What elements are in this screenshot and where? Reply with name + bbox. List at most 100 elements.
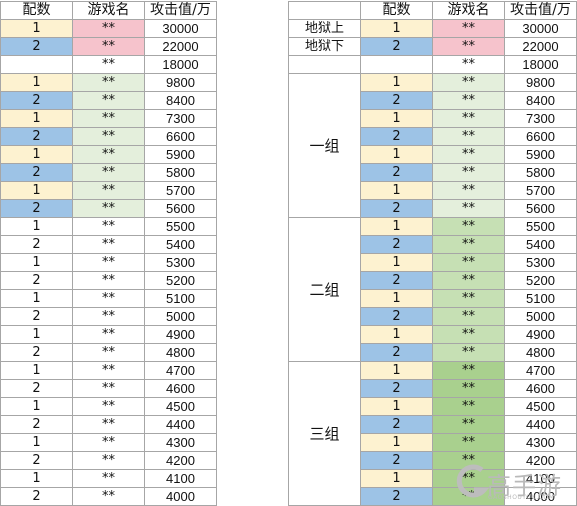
pair-cell: 1 bbox=[0, 109, 73, 128]
table-row: 2 ** 4800 bbox=[289, 343, 577, 362]
pair-cell: 1 bbox=[360, 19, 433, 38]
col-name-header: 游戏名 bbox=[432, 1, 505, 20]
pair-cell: 2 bbox=[0, 91, 73, 110]
pair-cell: 1 bbox=[360, 217, 433, 236]
name-cell: ** bbox=[72, 271, 145, 290]
table-row: 1 ** 5100 bbox=[0, 289, 217, 308]
name-cell: ** bbox=[432, 109, 505, 128]
table-row: 2 ** 4200 bbox=[0, 451, 217, 470]
table-row: 2 ** 5800 bbox=[0, 163, 217, 182]
group-label: 二组 bbox=[288, 217, 361, 362]
value-cell: 5300 bbox=[504, 253, 577, 272]
header-row: 配数 游戏名 攻击值/万 bbox=[288, 1, 577, 20]
name-cell: ** bbox=[72, 127, 145, 146]
table-row: ** 18000 bbox=[288, 55, 577, 74]
name-cell: ** bbox=[72, 181, 145, 200]
name-cell: ** bbox=[432, 55, 505, 74]
pair-cell: 2 bbox=[360, 37, 433, 56]
value-cell: 4100 bbox=[144, 469, 217, 488]
value-cell: 5400 bbox=[504, 235, 577, 254]
value-cell: 5900 bbox=[504, 145, 577, 164]
name-cell: ** bbox=[432, 397, 505, 416]
pair-cell: 2 bbox=[0, 415, 73, 434]
name-cell: ** bbox=[72, 19, 145, 38]
watermark-subtext: GAOSHOUYOU.COM bbox=[488, 494, 555, 501]
pair-cell: 1 bbox=[360, 469, 433, 488]
table-row: 2 ** 5400 bbox=[0, 235, 217, 254]
value-cell: 4600 bbox=[504, 379, 577, 398]
value-cell: 4200 bbox=[144, 451, 217, 470]
table-row: 2 ** 5000 bbox=[0, 307, 217, 326]
table-row: 2 ** 22000 bbox=[0, 37, 217, 56]
value-cell: 5600 bbox=[144, 199, 217, 218]
pair-cell: 2 bbox=[0, 127, 73, 146]
table-row: 1 ** 7300 bbox=[289, 109, 577, 128]
pair-cell: 1 bbox=[0, 289, 73, 308]
value-cell: 5700 bbox=[504, 181, 577, 200]
right-table: 配数 游戏名 攻击值/万 地狱上 1 ** 30000 地狱下 2 ** 22000 ** 18000 一… bbox=[288, 1, 577, 506]
value-cell: 5800 bbox=[504, 163, 577, 182]
name-cell: ** bbox=[72, 469, 145, 488]
table-row: 2 ** 5600 bbox=[289, 199, 577, 218]
name-cell: ** bbox=[72, 343, 145, 362]
pair-cell: 1 bbox=[360, 181, 433, 200]
value-cell: 5700 bbox=[144, 181, 217, 200]
name-cell: ** bbox=[72, 37, 145, 56]
name-cell: ** bbox=[432, 235, 505, 254]
value-cell: 5400 bbox=[144, 235, 217, 254]
table-row: 1 ** 30000 bbox=[0, 19, 217, 38]
value-cell: 4900 bbox=[144, 325, 217, 344]
value-cell: 6600 bbox=[504, 127, 577, 146]
table-row: 2 ** 4800 bbox=[0, 343, 217, 362]
value-cell: 4800 bbox=[144, 343, 217, 362]
pair-cell: 2 bbox=[360, 127, 433, 146]
name-cell: ** bbox=[72, 253, 145, 272]
pair-cell: 1 bbox=[360, 145, 433, 164]
table-row: 1 ** 5900 bbox=[0, 145, 217, 164]
pair-cell bbox=[360, 55, 433, 74]
value-cell: 5900 bbox=[144, 145, 217, 164]
pair-cell: 1 bbox=[0, 361, 73, 380]
name-cell: ** bbox=[72, 361, 145, 380]
value-cell: 5100 bbox=[144, 289, 217, 308]
pair-cell: 1 bbox=[360, 289, 433, 308]
value-cell: 30000 bbox=[504, 19, 577, 38]
name-cell: ** bbox=[72, 397, 145, 416]
value-cell: 4400 bbox=[504, 415, 577, 434]
header-row: 配数 游戏名 攻击值/万 bbox=[0, 1, 217, 20]
pair-cell: 2 bbox=[360, 163, 433, 182]
pair-cell: 2 bbox=[0, 271, 73, 290]
table-row: 三组 1 ** 4700 bbox=[288, 361, 577, 506]
name-cell: ** bbox=[432, 37, 505, 56]
pair-cell: 2 bbox=[360, 343, 433, 362]
name-cell: ** bbox=[432, 73, 505, 92]
pair-cell: 2 bbox=[0, 163, 73, 182]
name-cell: ** bbox=[432, 361, 505, 380]
name-cell: ** bbox=[72, 451, 145, 470]
name-cell: ** bbox=[432, 181, 505, 200]
value-cell: 4600 bbox=[144, 379, 217, 398]
value-cell: 8400 bbox=[144, 91, 217, 110]
name-cell: ** bbox=[432, 343, 505, 362]
group-label bbox=[288, 55, 361, 74]
watermark-text: 高手游 bbox=[487, 472, 562, 500]
pair-cell: 2 bbox=[360, 307, 433, 326]
pair-cell: 1 bbox=[360, 109, 433, 128]
name-cell: ** bbox=[72, 199, 145, 218]
pair-cell: 1 bbox=[0, 469, 73, 488]
value-cell: 5000 bbox=[504, 307, 577, 326]
table-row: 2 ** 8400 bbox=[0, 91, 217, 110]
value-cell: 7300 bbox=[504, 109, 577, 128]
name-cell: ** bbox=[432, 253, 505, 272]
name-cell: ** bbox=[72, 73, 145, 92]
table-row: ** 18000 bbox=[0, 55, 217, 74]
table-row: 1 ** 5700 bbox=[0, 181, 217, 200]
pair-cell: 1 bbox=[360, 361, 433, 380]
name-cell: ** bbox=[432, 271, 505, 290]
table-row: 2 ** 4400 bbox=[289, 415, 577, 434]
table-row: 2 ** 5800 bbox=[289, 163, 577, 182]
name-cell: ** bbox=[432, 163, 505, 182]
col-name-header: 游戏名 bbox=[72, 1, 145, 20]
value-cell: 5100 bbox=[504, 289, 577, 308]
pair-cell: 2 bbox=[360, 379, 433, 398]
